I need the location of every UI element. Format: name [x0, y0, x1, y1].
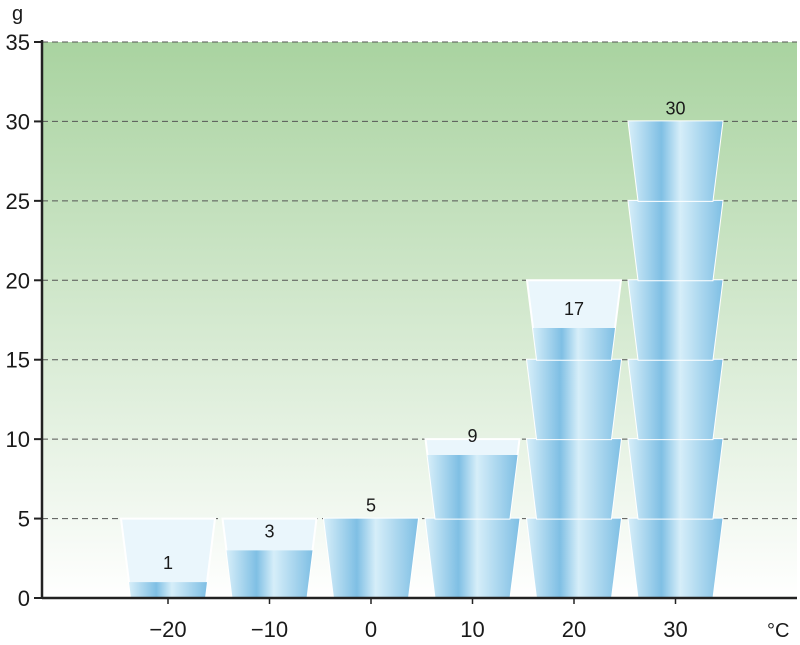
cup-water — [425, 518, 520, 598]
data-label: 30 — [665, 98, 685, 118]
y-tick-label: 0 — [18, 586, 30, 611]
data-label: 5 — [366, 496, 376, 516]
y-axis-label: g — [12, 3, 23, 25]
y-tick-label: 15 — [6, 348, 30, 373]
bar: 30 — [627, 98, 724, 599]
bar: 3 — [221, 517, 318, 599]
data-label: 17 — [564, 299, 584, 319]
cup-water — [324, 518, 418, 598]
cup-water — [628, 439, 723, 519]
x-tick-label: −20 — [149, 617, 186, 642]
y-tick-label: 20 — [6, 268, 30, 293]
y-tick-label: 5 — [18, 507, 30, 532]
cup-water — [533, 327, 615, 360]
x-tick-label: 10 — [460, 617, 484, 642]
x-tick-label: 20 — [562, 617, 586, 642]
cup-water — [527, 359, 621, 440]
cup-water — [628, 200, 723, 281]
bar: 17 — [525, 279, 623, 599]
cup-water — [628, 280, 723, 360]
cup-water — [527, 439, 621, 519]
x-tick-label: −10 — [251, 617, 288, 642]
bar: 9 — [424, 426, 521, 599]
cup-water — [427, 455, 518, 519]
cups: 1 3 5 9 17 30 — [119, 98, 724, 599]
x-axis-label: °C — [767, 620, 789, 642]
cup-water — [628, 359, 723, 440]
bar: 1 — [119, 517, 217, 599]
x-tick-label: 0 — [365, 617, 377, 642]
y-tick-label: 25 — [6, 189, 30, 214]
data-label: 3 — [264, 521, 274, 541]
cup-water — [628, 518, 723, 598]
data-label: 9 — [467, 426, 477, 446]
data-label: 1 — [163, 553, 173, 573]
cup-water — [628, 121, 723, 201]
y-tick-label: 10 — [6, 427, 30, 452]
y-tick-label: 35 — [6, 30, 30, 55]
cup-water — [129, 582, 207, 598]
y-tick-label: 30 — [6, 109, 30, 134]
cup-water — [226, 550, 313, 598]
x-tick-label: 30 — [663, 617, 687, 642]
cup-water — [527, 518, 621, 598]
